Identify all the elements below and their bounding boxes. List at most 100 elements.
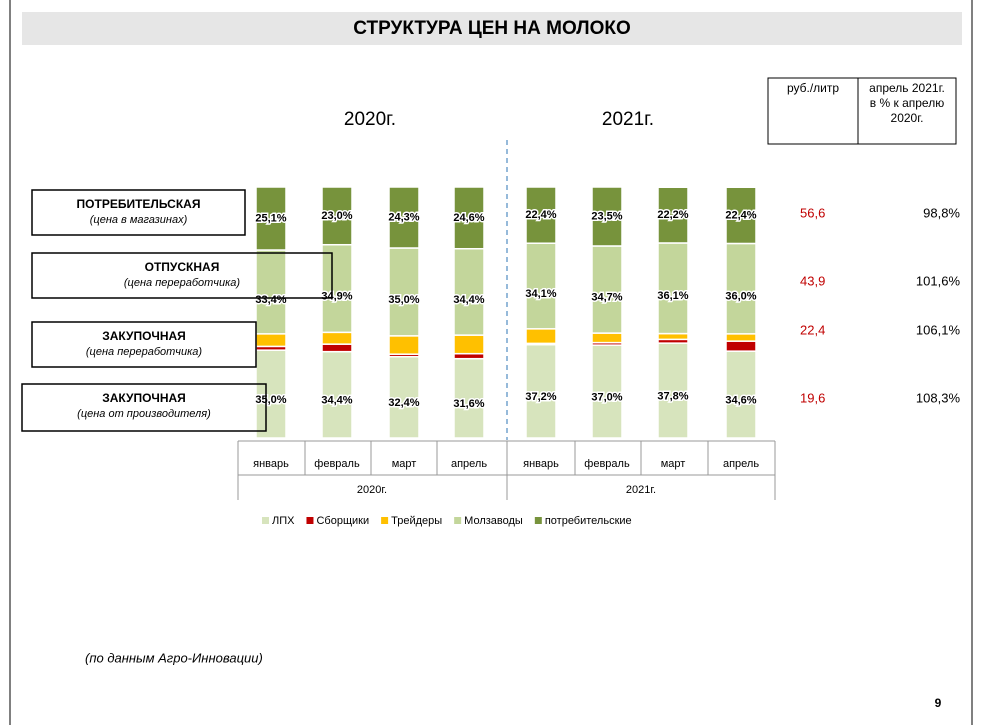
data-label: 35,0% [255,394,286,406]
bar-segment [591,332,623,344]
table-header: апрель 2021г. [869,81,945,95]
data-label: 36,1% [657,290,688,302]
year-title: 2021г. [602,109,654,130]
table-header: 2020г. [891,111,924,125]
table-percent: 106,1% [916,322,961,337]
bar-segment [321,243,353,334]
bar-segment [453,186,485,250]
data-label: 33,4% [255,294,286,306]
bar-segment [453,247,485,336]
data-label: 22,4% [725,209,756,221]
legend-label: Трейдеры [391,515,442,527]
x-tick-label: февраль [314,458,360,470]
bar-segment [388,247,420,337]
legend-label: ЛПХ [272,515,295,527]
bar-segment [321,343,353,353]
data-label: 34,9% [321,290,352,302]
bar-segment [725,186,757,245]
row-label-box [31,321,257,368]
table-price: 43,9 [800,273,825,288]
legend-label: Молзаводы [464,515,523,527]
legend-label: Сборщики [316,515,369,527]
table-price: 56,6 [800,205,825,220]
data-label: 23,5% [591,210,622,222]
data-label: 36,0% [725,291,756,303]
bar-segment [388,335,420,355]
data-label: 34,6% [725,394,756,406]
bar-segment [321,350,353,439]
legend-swatch [262,517,269,524]
data-label: 34,1% [525,288,556,300]
x-tick-label: апрель [451,458,487,470]
bar-segment [255,349,287,439]
table-header: в % к апрелю [870,96,944,110]
table-percent: 108,3% [916,390,961,405]
row-label-title: ЗАКУПОЧНАЯ [102,391,186,405]
data-label: 24,6% [453,212,484,224]
x-tick-label: март [392,458,417,470]
year-title: 2020г. [344,109,396,130]
bar-segment [725,242,757,335]
data-label: 34,4% [321,395,352,407]
bar-segment [725,350,757,439]
bar-segment [321,186,353,246]
row-label-box [31,252,333,299]
bar-segment [657,332,689,341]
bar-segment [525,242,557,330]
bar-segment [725,340,757,352]
row-label-subtitle: (цена в магазинах) [90,214,188,226]
bar-segment [388,355,420,439]
bar-segment [255,186,287,251]
bar-segment [525,328,557,345]
bar-segment [388,186,420,249]
row-label-title: ПОТРЕБИТЕЛЬСКАЯ [77,197,201,211]
table-percent: 101,6% [916,273,961,288]
bar-segment [255,249,287,335]
x-tick-label: январь [523,458,559,470]
data-label: 22,2% [657,209,688,221]
data-label: 35,0% [388,294,419,306]
group-label: 2020г. [357,484,387,496]
x-tick-label: февраль [584,458,630,470]
data-label: 31,6% [453,398,484,410]
legend-swatch [454,517,462,524]
page-number: 9 [935,696,942,710]
data-label: 37,0% [591,391,622,403]
table-percent: 98,8% [923,205,960,220]
x-tick-label: апрель [723,458,759,470]
legend-swatch [381,517,389,524]
group-label: 2021г. [626,484,656,496]
bar-segment [525,186,557,244]
table-price: 22,4 [800,322,825,337]
bar-segment [725,333,757,342]
bar-segment [453,334,485,355]
bar-segment [591,245,623,334]
bar-segment [255,333,287,348]
bar-segment [657,186,689,244]
legend-swatch [306,517,314,524]
bar-segment [657,242,689,335]
row-label-subtitle: (цена переработчика) [124,277,241,289]
source-note: (по данным Агро-Инновации) [85,650,263,665]
data-label: 23,0% [321,210,352,222]
row-label-subtitle: (цена переработчика) [86,346,203,358]
data-label: 37,8% [657,390,688,402]
data-label: 34,7% [591,291,622,303]
x-tick-label: январь [253,458,289,470]
data-label: 24,3% [388,211,419,223]
table-cell [857,77,957,145]
bar-segment [591,186,623,247]
data-label: 32,4% [388,397,419,409]
title-bar [22,12,962,45]
bar-segment [453,352,485,360]
data-label: 37,2% [525,391,556,403]
bar-segment [321,331,353,345]
row-label-box [31,189,246,236]
chart-title: СТРУКТУРА ЦЕН НА МОЛОКО [353,18,631,39]
table-price: 19,6 [800,390,825,405]
legend-swatch [534,517,542,524]
row-label-title: ОТПУСКНАЯ [145,260,220,274]
x-tick-label: март [661,458,686,470]
table-header: руб./литр [787,81,839,95]
